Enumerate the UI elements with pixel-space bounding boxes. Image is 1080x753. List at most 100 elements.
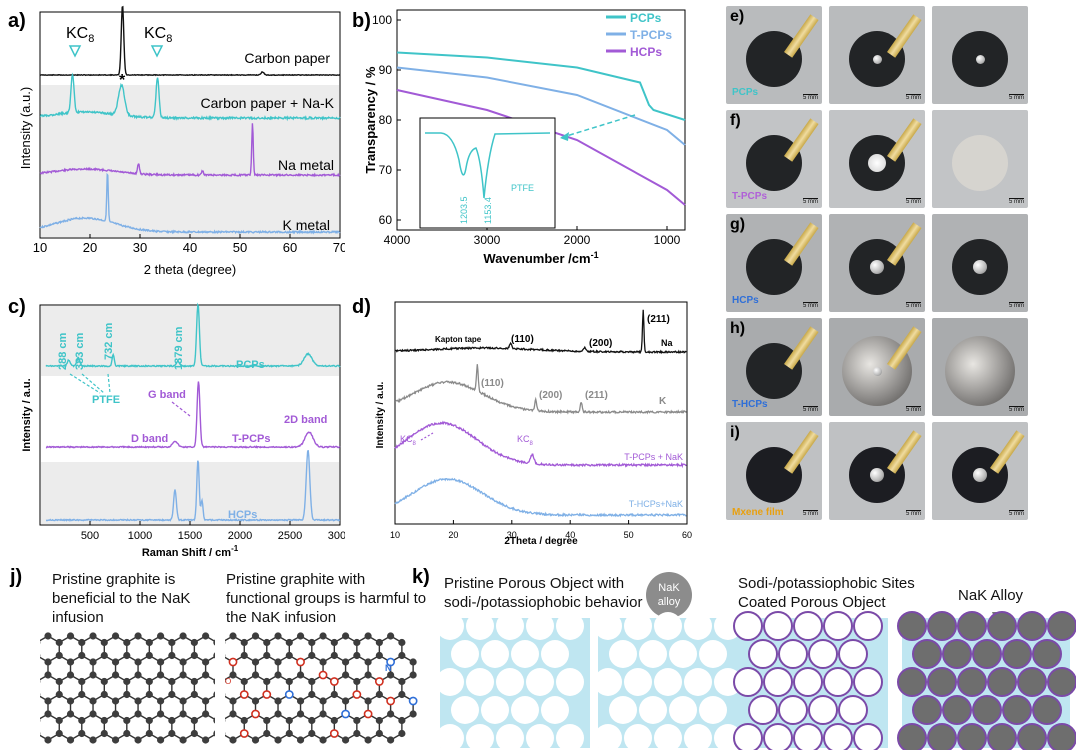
pore [654,724,682,750]
carbon-atom [409,658,417,666]
carbon-atom [134,658,142,666]
pore [942,695,972,725]
carbon-atom [111,658,120,666]
pore [496,724,524,750]
carbon-atom [78,638,86,647]
carbon-atom [100,651,108,660]
photo-hcps-3: 5 mm [932,214,1028,312]
carbon-atom [229,671,237,679]
oxygen-atom [363,709,373,719]
carbon-atom [240,677,248,686]
carbon-atom [274,697,282,705]
carbon-atom [134,710,142,718]
pore [853,611,883,641]
pore [987,667,1017,697]
pore [853,723,883,750]
carbon-atom [100,677,108,686]
carbon-atom [123,716,131,725]
carbon-atom [229,736,237,744]
nak-droplet [973,468,987,482]
pore [838,695,868,725]
pore [1032,639,1062,669]
na-200: (200) [589,338,612,349]
photo-t-pcps-2: 5 mm [829,110,925,208]
trace-label-carbon-paper-nak: Carbon paper + Na-K [201,95,335,111]
oxygen-atom [329,729,339,738]
photo-sample-name: Mxene film [732,507,784,518]
panel-d-label: d) [352,296,371,318]
pore [748,695,778,725]
panel-b-label: b) [352,10,371,32]
scale-bar: 5 mm [803,302,818,309]
carbon-atom [78,690,86,699]
carbon-atom [375,690,383,699]
carbon-atom [179,736,187,744]
nitrogen-atom [386,657,396,667]
carbon-atom [341,658,350,666]
pore [594,612,622,640]
carbon-atom [240,651,248,660]
na-110: (110) [511,334,534,345]
carbon-atom [319,736,327,744]
carbon-atom [251,736,260,744]
carbon-atom [168,690,176,699]
x-tick-label: 4000 [384,233,411,247]
x-tick-label: 500 [81,530,99,542]
photo-row-label: e) [730,8,745,25]
carbon-atom [375,651,383,660]
carbon-atom [229,697,237,705]
nak-droplet [872,366,882,376]
carbon-atom [319,658,327,666]
pore [639,640,667,668]
n-atom-label: N [385,663,392,673]
pore [927,667,957,697]
photo-t-hcps-1: h) T-HCPs 5 mm [726,318,822,416]
pore [684,668,712,696]
pore [957,723,987,750]
k-xrd-trace [394,364,687,415]
carbon-atom [398,716,406,725]
xrd-chart-a: 10 20 30 40 50 60 70 KC8 KC8 * Carbon paper Ca… [18,5,345,277]
carbon-atom [263,677,271,686]
pore [1032,695,1062,725]
pore [451,640,479,668]
x-tick-label: 10 [390,530,400,540]
pore [778,639,808,669]
carbon-atom [66,632,75,640]
c-ylabel: Intensity / a.u. [21,378,33,451]
carbon-atom [179,710,187,718]
carbon-atom [263,729,271,738]
carbon-atom [319,710,327,718]
j-caption-2: Pristine graphite with functional groups… [226,571,427,626]
carbon-atom [341,697,350,705]
nitrogen-atom [284,690,294,699]
carbon-atom [66,710,75,718]
photo-row-label: g) [730,216,746,233]
carbon-atom [202,632,210,640]
carbon-atom [296,697,305,705]
carbon-atom [134,671,142,679]
carbon-atom [44,658,52,666]
carbon-atom [398,690,406,699]
carbon-atom [274,710,282,718]
pore [823,611,853,641]
carbon-atom [100,729,108,738]
pore [733,667,763,697]
panel-a-label: a) [8,10,26,32]
carbon-atom [190,729,198,738]
carbon-atom [44,697,52,705]
carbon-atom [263,651,271,660]
carbon-atom [387,632,395,640]
scale-bar: 5 mm [906,510,921,517]
nak-alloy-arrow-label: NaK Alloy [958,587,1024,604]
carbon-atom [168,651,176,660]
carbon-atom [89,710,97,718]
carbon-atom [387,671,395,679]
k-caption-2: Sodi-/potassiophobic Sites Coated Porous… [738,575,915,611]
carbon-atom [375,638,383,647]
x-tick-label: 1000 [654,233,681,247]
x-tick-label: 40 [183,240,197,255]
carbon-atom [202,710,210,718]
carbon-atom [145,690,153,699]
d-trace-tpcp: T-PCPs + NaK [624,452,683,462]
